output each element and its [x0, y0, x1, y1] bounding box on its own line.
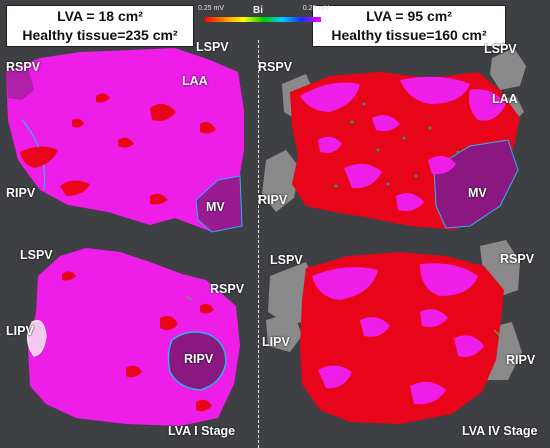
panel-divider [258, 40, 259, 448]
map-top-right [262, 48, 526, 230]
info-box-right: LVA = 95 cm² Healthy tissue=160 cm² [312, 5, 506, 47]
non-mapped-lspv-tr [490, 48, 526, 90]
br-label-rspv: RSPV [500, 252, 535, 266]
teal-scatter-top-right [334, 102, 460, 188]
healthy-patches-bottom-right [312, 263, 484, 405]
right-lva-value: LVA = 95 cm² [366, 8, 452, 24]
colorbar-max-label: 0.25 mV [302, 5, 329, 12]
tl-label-rspv: RSPV [6, 60, 41, 74]
map-top-left [6, 48, 244, 233]
info-box-left: LVA = 18 cm² Healthy tissue=235 cm² [6, 5, 194, 47]
br-label-ripv: RIPV [506, 353, 536, 367]
non-mapped-lipv-br [266, 312, 302, 352]
lipv-ostium-bl [27, 320, 47, 357]
green-marker-bl [185, 295, 193, 301]
voltage-colorbar: 0.25 mV Bi 0.25 mV [197, 5, 329, 31]
bl-label-lspv: LSPV [20, 248, 53, 262]
bl-stage-label: LVA I Stage [168, 424, 236, 438]
br-label-lipv: LIPV [262, 335, 290, 349]
healthy-patches-top-right [300, 76, 506, 211]
tl-label-lspv: LSPV [196, 40, 229, 54]
pv-ostium-rspv-tl [6, 66, 34, 100]
tr-label-rspv: RSPV [258, 60, 293, 74]
tr-label-lspv: LSPV [484, 42, 517, 56]
bl-label-ripv: RIPV [184, 352, 214, 366]
colorbar-gradient [205, 17, 321, 22]
tr-label-mv: MV [468, 186, 487, 200]
lva-patches-top-left [20, 93, 216, 205]
br-stage-label: LVA IV Stage [462, 424, 538, 438]
tr-label-ripv: RIPV [258, 193, 288, 207]
mv-ring-tr [433, 139, 519, 229]
lva-patches-bottom-left [62, 271, 214, 412]
right-healthy-value: Healthy tissue=160 cm² [331, 27, 487, 43]
tl-label-ripv: RIPV [6, 186, 36, 200]
bl-label-rspv: RSPV [210, 282, 245, 296]
green-marker-br [493, 329, 501, 337]
non-mapped-ripv-tr [262, 150, 300, 212]
colorbar-title: Bi [253, 5, 263, 16]
left-lva-value: LVA = 18 cm² [57, 8, 143, 24]
left-healthy-value: Healthy tissue=235 cm² [22, 27, 178, 43]
bl-label-lipv: LIPV [6, 324, 34, 338]
mv-ring-tl [195, 175, 243, 233]
tr-label-laa: LAA [492, 92, 518, 106]
colorbar-min-label: 0.25 mV [198, 5, 225, 12]
tl-label-mv: MV [206, 200, 225, 214]
ripv-ring-bl [167, 331, 227, 391]
map-bottom-left [27, 248, 240, 426]
tl-label-laa: LAA [182, 74, 208, 88]
br-label-lspv: LSPV [270, 253, 303, 267]
map-bottom-right [266, 240, 522, 424]
